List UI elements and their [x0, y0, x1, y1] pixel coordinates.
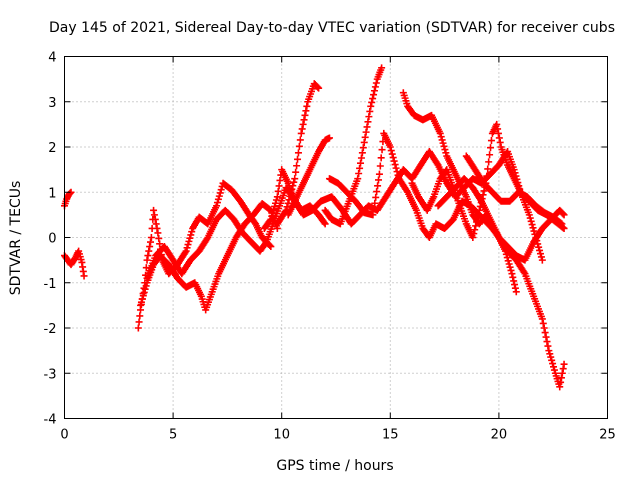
y-tick-label: -3: [44, 367, 57, 382]
data-series-track-14: [462, 152, 566, 228]
data-series-track-3: [134, 179, 275, 332]
y-tick-label: 3: [48, 96, 56, 111]
y-tick-label: 0: [48, 232, 56, 247]
y-axis-label: SDTVAR / TECUs: [8, 181, 24, 296]
plus-markers: [273, 80, 323, 228]
y-tick-label: 2: [48, 141, 56, 156]
data-series-track-5: [143, 184, 329, 282]
plot-frame: [64, 56, 608, 419]
y-tick-label: -2: [44, 322, 57, 337]
grid-layer: [64, 56, 608, 419]
plus-markers: [137, 200, 281, 314]
chart-title: Day 145 of 2021, Sidereal Day-to-day VTE…: [49, 20, 615, 36]
data-series-track-8: [284, 134, 333, 219]
data-series-track-7: [273, 80, 323, 228]
y-tick-label: -1: [44, 277, 57, 292]
plus-markers: [462, 152, 566, 228]
y-tick-label: 1: [48, 186, 56, 201]
data-series-track-11: [399, 89, 568, 391]
x-axis-label: GPS time / hours: [276, 458, 393, 474]
plus-markers: [143, 184, 329, 282]
y-tick-label: -4: [44, 413, 57, 428]
data-points-layer: [61, 64, 568, 391]
x-tick-label: 20: [491, 428, 508, 443]
axis-layer: 0 5 10 15 20 25 -4 -3 -2 -1 0 1 2 3 4: [44, 51, 616, 443]
x-tick-label: 5: [169, 428, 177, 443]
x-tick-label: 10: [273, 428, 290, 443]
y-tick-label: 4: [48, 51, 56, 66]
x-tick-label: 25: [599, 428, 616, 443]
plus-markers: [284, 134, 333, 219]
plus-markers: [399, 89, 568, 391]
x-tick-label: 0: [60, 428, 68, 443]
data-series-track-4: [137, 200, 281, 314]
x-tick-label: 15: [382, 428, 399, 443]
plus-markers: [134, 179, 275, 332]
